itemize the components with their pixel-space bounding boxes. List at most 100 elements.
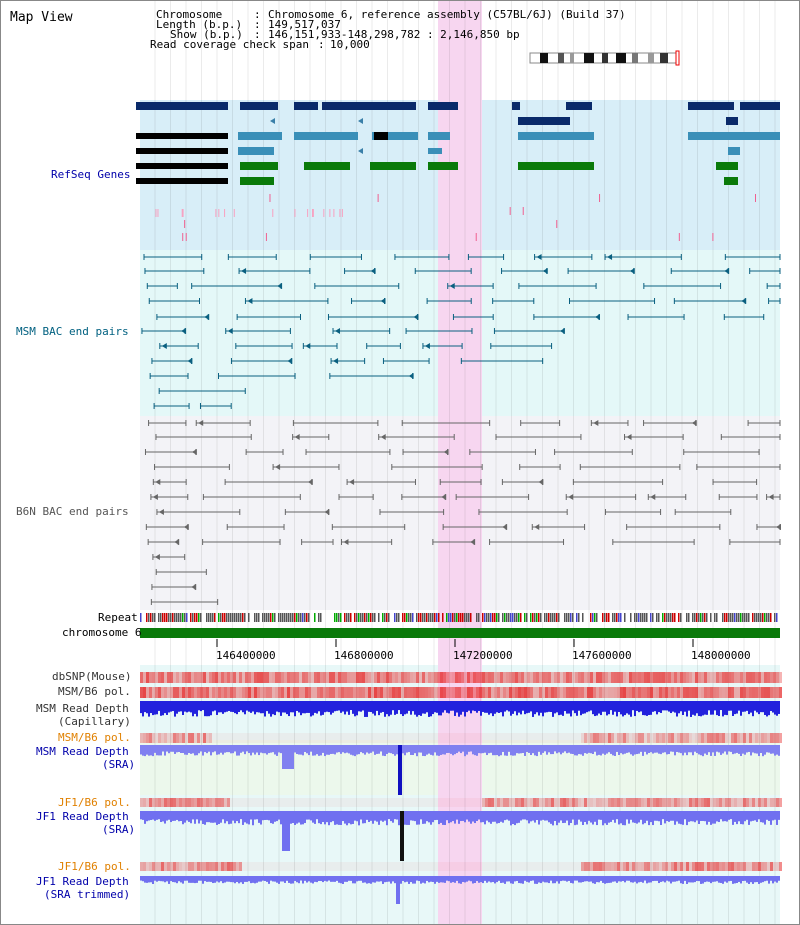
dbsnp-cell [188, 672, 191, 683]
jf1-sra-depth-bar [168, 811, 170, 820]
jf1-sra-depth-bar [602, 811, 604, 826]
msm-sra-depth-bar [762, 745, 764, 757]
jf1-sra-depth-bar [238, 811, 240, 824]
dbsnp-cell [608, 672, 611, 683]
msm-sra-depth-bar [178, 745, 180, 752]
jf1-sra-depth-bar [326, 811, 328, 823]
pol-cell [200, 862, 203, 871]
jf1-trimmed-depth-bar [198, 876, 200, 881]
jf1-trimmed-depth-bar [206, 876, 208, 882]
pol-cell [749, 798, 752, 807]
pol-cell [215, 798, 218, 807]
msm-sra-depth-bar [554, 745, 556, 752]
pol-cell [686, 862, 689, 871]
dbsnp-cell [290, 672, 293, 683]
pol-cell [344, 798, 347, 807]
pol-cell [419, 862, 422, 871]
pol-cell [239, 687, 242, 698]
pol-cell [359, 733, 362, 743]
msm-capillary-depth-bar [444, 701, 446, 711]
msm-capillary-depth-bar [702, 701, 704, 716]
pol-cell [698, 798, 701, 807]
pol-cell [425, 687, 428, 698]
pol-cell [614, 862, 617, 871]
msm-sra-depth-bar [440, 745, 442, 755]
jf1-trimmed-depth-bar [234, 876, 236, 884]
pol-cell [779, 798, 782, 807]
jf1-trimmed-depth-bar [764, 876, 766, 882]
track-label-jf1-depth-sra[interactable]: JF1 Read Depth [36, 810, 129, 823]
pol-cell [584, 687, 587, 698]
repeat-element [758, 613, 760, 622]
repeat-element [350, 613, 352, 622]
jf1-trimmed-depth-bar [246, 876, 248, 882]
repeat-element [320, 613, 322, 622]
dbsnp-cell [710, 672, 713, 683]
pol-cell [281, 687, 284, 698]
dbsnp-cell [494, 672, 497, 683]
pol-cell [671, 733, 674, 743]
pol-cell [332, 733, 335, 743]
dbsnp-cell [659, 672, 662, 683]
track-label-repeat[interactable]: Repeat [98, 611, 138, 624]
jf1-trimmed-depth-bar [458, 876, 460, 884]
msm-sra-depth-bar [186, 745, 188, 755]
msm-capillary-depth-bar [750, 701, 752, 713]
dbsnp-cell [623, 672, 626, 683]
gene-exon [728, 147, 740, 155]
pol-cell [653, 798, 656, 807]
track-label-msm-bac[interactable]: MSM BAC end pairs [16, 325, 129, 338]
msm-capillary-depth-bar [340, 701, 342, 713]
track-label-dbsnp[interactable]: dbSNP(Mouse) [52, 670, 132, 683]
pol-cell [254, 798, 257, 807]
jf1-trimmed-depth-bar [484, 876, 486, 881]
msm-sra-depth-bar [596, 745, 598, 756]
repeat-element [658, 613, 660, 622]
repeat-element [590, 613, 592, 622]
msm-sra-depth-bar [418, 745, 420, 753]
msm-sra-depth-bar [232, 745, 234, 754]
jf1-trimmed-depth-bar [322, 876, 324, 883]
pol-cell [263, 798, 266, 807]
jf1-sra-depth-bar [312, 811, 314, 823]
jf1-sra-depth-bar [582, 811, 584, 825]
pol-cell [182, 687, 185, 698]
repeat-element [478, 613, 480, 622]
pol-cell [431, 733, 434, 743]
pol-cell [509, 862, 512, 871]
pol-cell [698, 687, 701, 698]
track-label-msm-depth-sra[interactable]: MSM Read Depth [36, 745, 129, 758]
msm-sra-depth-bar [532, 745, 534, 754]
pol-cell [644, 798, 647, 807]
track-label-jf1-depth-trimmed[interactable]: JF1 Read Depth [36, 875, 129, 888]
pol-cell [572, 798, 575, 807]
msm-capillary-depth-bar [396, 701, 398, 714]
jf1-sra-depth-bar [364, 811, 366, 824]
pol-cell [659, 733, 662, 743]
msm-capillary-depth-bar [502, 701, 504, 717]
jf1-sra-depth-bar [560, 811, 562, 821]
track-label-chromosome[interactable]: chromosome 6 [62, 626, 142, 639]
msm-capillary-depth-bar [684, 701, 686, 712]
jf1-trimmed-depth-bar [670, 876, 672, 884]
track-label-msm-b6-pol-2[interactable]: MSM/B6 pol. [58, 731, 131, 744]
track-label-msm-b6-pol[interactable]: MSM/B6 pol. [58, 685, 131, 698]
pol-cell [626, 733, 629, 743]
jf1-trimmed-depth-bar [242, 876, 244, 884]
pol-cell [590, 733, 593, 743]
track-label-msm-depth-capillary[interactable]: MSM Read Depth [36, 702, 129, 715]
track-label-jf1-b6-pol-2[interactable]: JF1/B6 pol. [58, 860, 131, 873]
jf1-trimmed-depth-bar [230, 876, 232, 883]
jf1-trimmed-depth-bar [422, 876, 424, 883]
track-label-refseq-genes[interactable]: RefSeq Genes [51, 168, 131, 181]
track-label-jf1-b6-pol[interactable]: JF1/B6 pol. [58, 796, 131, 809]
pol-cell [188, 862, 191, 871]
pol-cell [194, 687, 197, 698]
msm-sra-depth-bar [656, 745, 658, 753]
msm-capillary-depth-bar [682, 701, 684, 715]
pol-cell [614, 733, 617, 743]
repeat-element [278, 613, 280, 622]
pol-cell [389, 798, 392, 807]
track-label-b6n-bac[interactable]: B6N BAC end pairs [16, 505, 129, 518]
